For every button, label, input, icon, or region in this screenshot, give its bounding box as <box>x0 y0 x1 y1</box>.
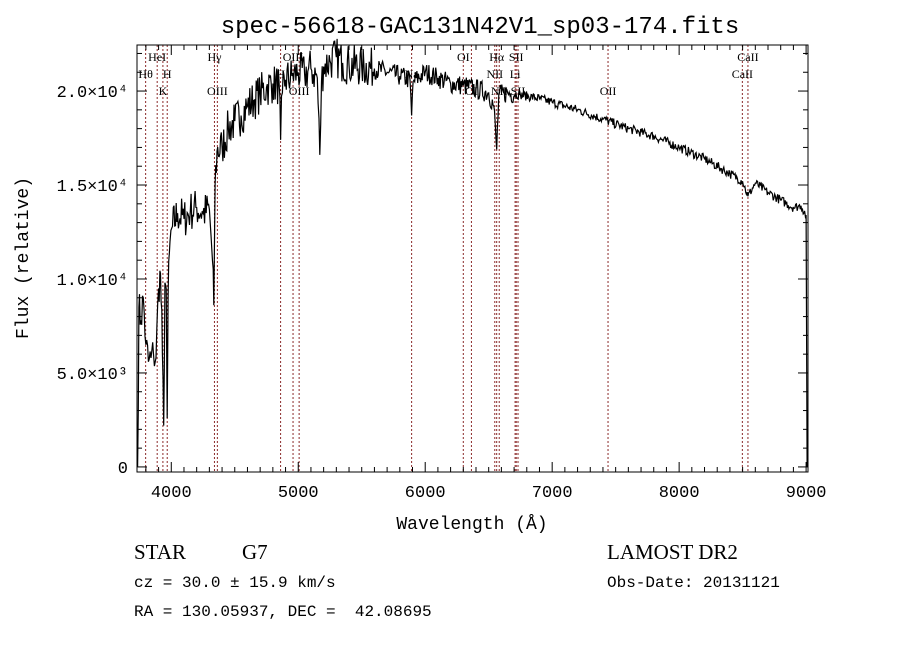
x-tick-label: 8000 <box>659 484 700 503</box>
spectral-line-label: H <box>276 67 285 81</box>
spectral-line-label: Hγ <box>207 50 222 64</box>
y-tick-label: 1.0×10⁴ <box>57 272 128 291</box>
y-axis-label: Flux (relative) <box>14 177 34 339</box>
y-tick-label: 0 <box>118 460 128 479</box>
y-tick-label: 1.5×10⁴ <box>57 178 128 197</box>
x-axis-label: Wavelength (Å) <box>396 514 547 535</box>
plot-frame <box>136 44 809 473</box>
spectral-line-label: HeI <box>148 50 166 64</box>
spectral-line-label: Hθ <box>138 67 153 81</box>
spectral-line-label: OII <box>600 84 617 98</box>
spectral-line-label: H <box>163 67 172 81</box>
spectral-line-label: NII <box>486 67 503 81</box>
x-tick-label: 6000 <box>405 484 446 503</box>
x-tick-label: 5000 <box>278 484 319 503</box>
spectral-line-label: SII <box>509 50 524 64</box>
chart-title: spec-56618-GAC131N42V1_sp03-174.fits <box>221 14 739 41</box>
spectral-line-label: OI <box>457 50 470 64</box>
spectral-line-label: CaII <box>737 50 758 64</box>
x-tick-label: 4000 <box>151 484 192 503</box>
object-subclass: G7 <box>242 540 268 564</box>
spectral-line-label: K <box>159 84 168 98</box>
y-tick-label: 2.0×10⁴ <box>57 84 128 103</box>
spectral-line-label: Li <box>510 67 521 81</box>
spectral-line-label: Hα <box>489 50 505 64</box>
obs-date: Obs-Date: 20131121 <box>607 574 780 592</box>
x-tick-label: 7000 <box>532 484 573 503</box>
spectrum-line <box>137 38 808 467</box>
spectral-line-label: CaII <box>732 67 753 81</box>
survey-name: LAMOST DR2 <box>607 540 738 564</box>
object-class: STAR <box>134 540 186 564</box>
spectral-line-label: OIII <box>289 84 310 98</box>
redshift-cz: cz = 30.0 ± 15.9 km/s <box>134 574 336 592</box>
ra-dec: RA = 130.05937, DEC = 42.08695 <box>134 603 432 621</box>
x-tick-label: 9000 <box>786 484 827 503</box>
spectral-line-label: OIII <box>207 84 228 98</box>
y-tick-label: 5.0×10³ <box>57 366 128 385</box>
